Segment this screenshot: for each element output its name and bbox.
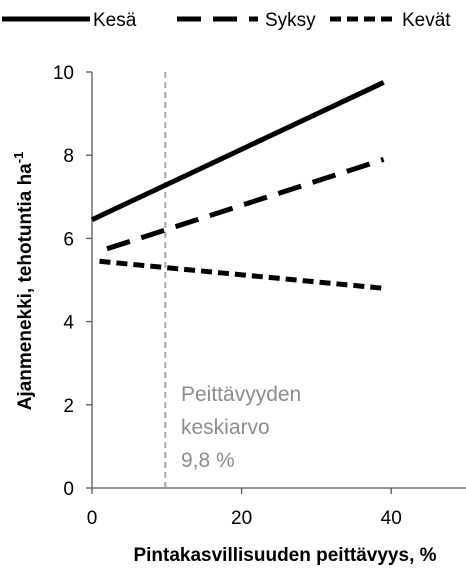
- y-tick-label: 10: [53, 63, 74, 84]
- y-axis-title: Ajanmenekki, tehotuntia ha-1: [11, 152, 36, 411]
- axis-titles: Pintakasvillisuuden peittävyys, % Ajanmen…: [11, 152, 437, 566]
- series-line-1: [90, 80, 385, 222]
- legend-label: Syksy: [265, 10, 316, 31]
- reference-annotation: keskiarvo: [181, 416, 270, 439]
- y-axis-title-superscript: -1: [11, 152, 26, 164]
- x-tick-label: 40: [381, 508, 402, 529]
- series-group: [90, 80, 385, 291]
- reference-line-group: Peittävyyden keskiarvo 9,8 %: [164, 72, 301, 488]
- series-line-2: [106, 157, 385, 252]
- legend-label: Kevät: [402, 10, 451, 31]
- reference-annotation: 9,8 %: [181, 449, 235, 472]
- series-line-3: [99, 258, 384, 291]
- axes: 0 2 4 6 8 10 0 20 40: [53, 63, 466, 529]
- x-tick-label: 20: [231, 508, 252, 529]
- y-tick-label: 8: [63, 146, 74, 167]
- legend: Kesä Syksy Kevät: [2, 10, 451, 31]
- x-axis-title: Pintakasvillisuuden peittävyys, %: [133, 545, 436, 566]
- legend-label: Kesä: [93, 10, 137, 31]
- y-tick-label: 6: [63, 229, 74, 250]
- y-tick-label: 4: [63, 313, 74, 334]
- x-tick-label: 0: [87, 508, 98, 529]
- y-tick-label: 2: [63, 396, 74, 417]
- y-tick-label: 0: [63, 479, 74, 500]
- reference-annotation: Peittävyyden: [181, 383, 301, 406]
